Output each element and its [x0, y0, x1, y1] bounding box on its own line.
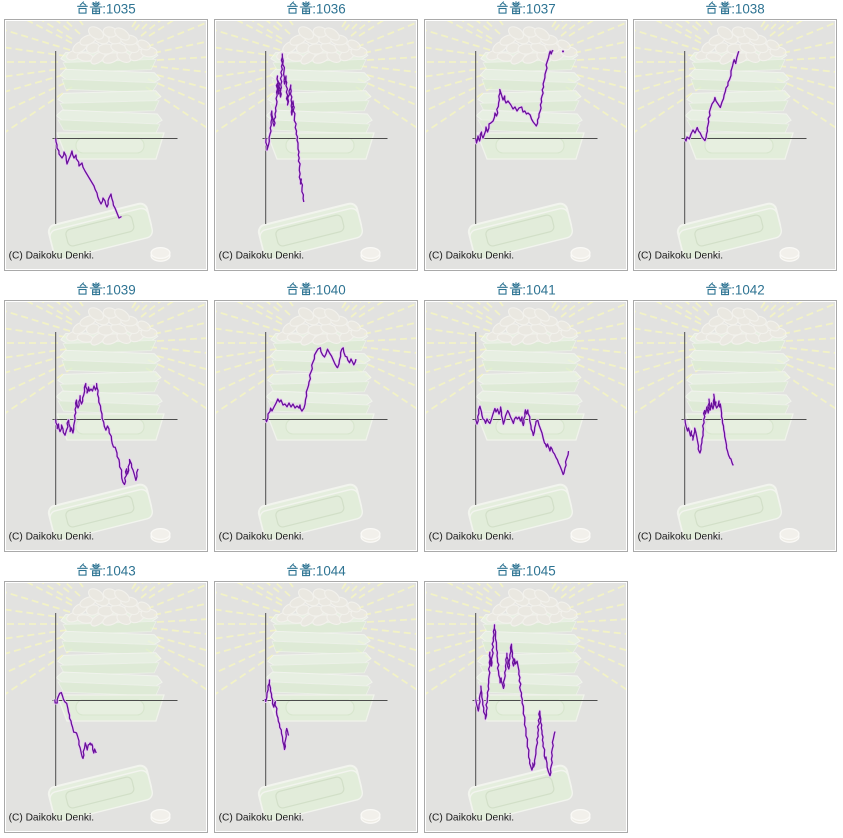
svg-text:(C) Daikoku Denki.: (C) Daikoku Denki.: [219, 251, 305, 262]
svg-text::1038: :1038: [731, 1, 765, 16]
svg-text::1035: :1035: [102, 1, 136, 16]
svg-text:(C) Daikoku Denki.: (C) Daikoku Denki.: [429, 813, 514, 824]
svg-text::1042: :1042: [731, 282, 765, 297]
svg-text:(C) Daikoku Denki.: (C) Daikoku Denki.: [638, 251, 724, 262]
svg-text::1037: :1037: [522, 1, 556, 16]
svg-text::1043: :1043: [102, 563, 136, 578]
svg-text:(C) Daikoku Denki.: (C) Daikoku Denki.: [429, 532, 514, 543]
svg-text::1036: :1036: [312, 1, 346, 16]
svg-text::1045: :1045: [522, 563, 556, 578]
svg-text:(C) Daikoku Denki.: (C) Daikoku Denki.: [219, 813, 305, 824]
svg-text:(C) Daikoku Denki.: (C) Daikoku Denki.: [9, 813, 95, 824]
svg-text::1040: :1040: [312, 282, 346, 297]
svg-text:(C) Daikoku Denki.: (C) Daikoku Denki.: [9, 251, 95, 262]
svg-text::1044: :1044: [312, 563, 346, 578]
svg-text:(C) Daikoku Denki.: (C) Daikoku Denki.: [219, 532, 305, 543]
svg-text:(C) Daikoku Denki.: (C) Daikoku Denki.: [429, 251, 514, 262]
svg-text:(C) Daikoku Denki.: (C) Daikoku Denki.: [9, 532, 95, 543]
svg-text:(C) Daikoku Denki.: (C) Daikoku Denki.: [638, 532, 724, 543]
svg-text::1039: :1039: [102, 282, 136, 297]
svg-text::1041: :1041: [522, 282, 556, 297]
